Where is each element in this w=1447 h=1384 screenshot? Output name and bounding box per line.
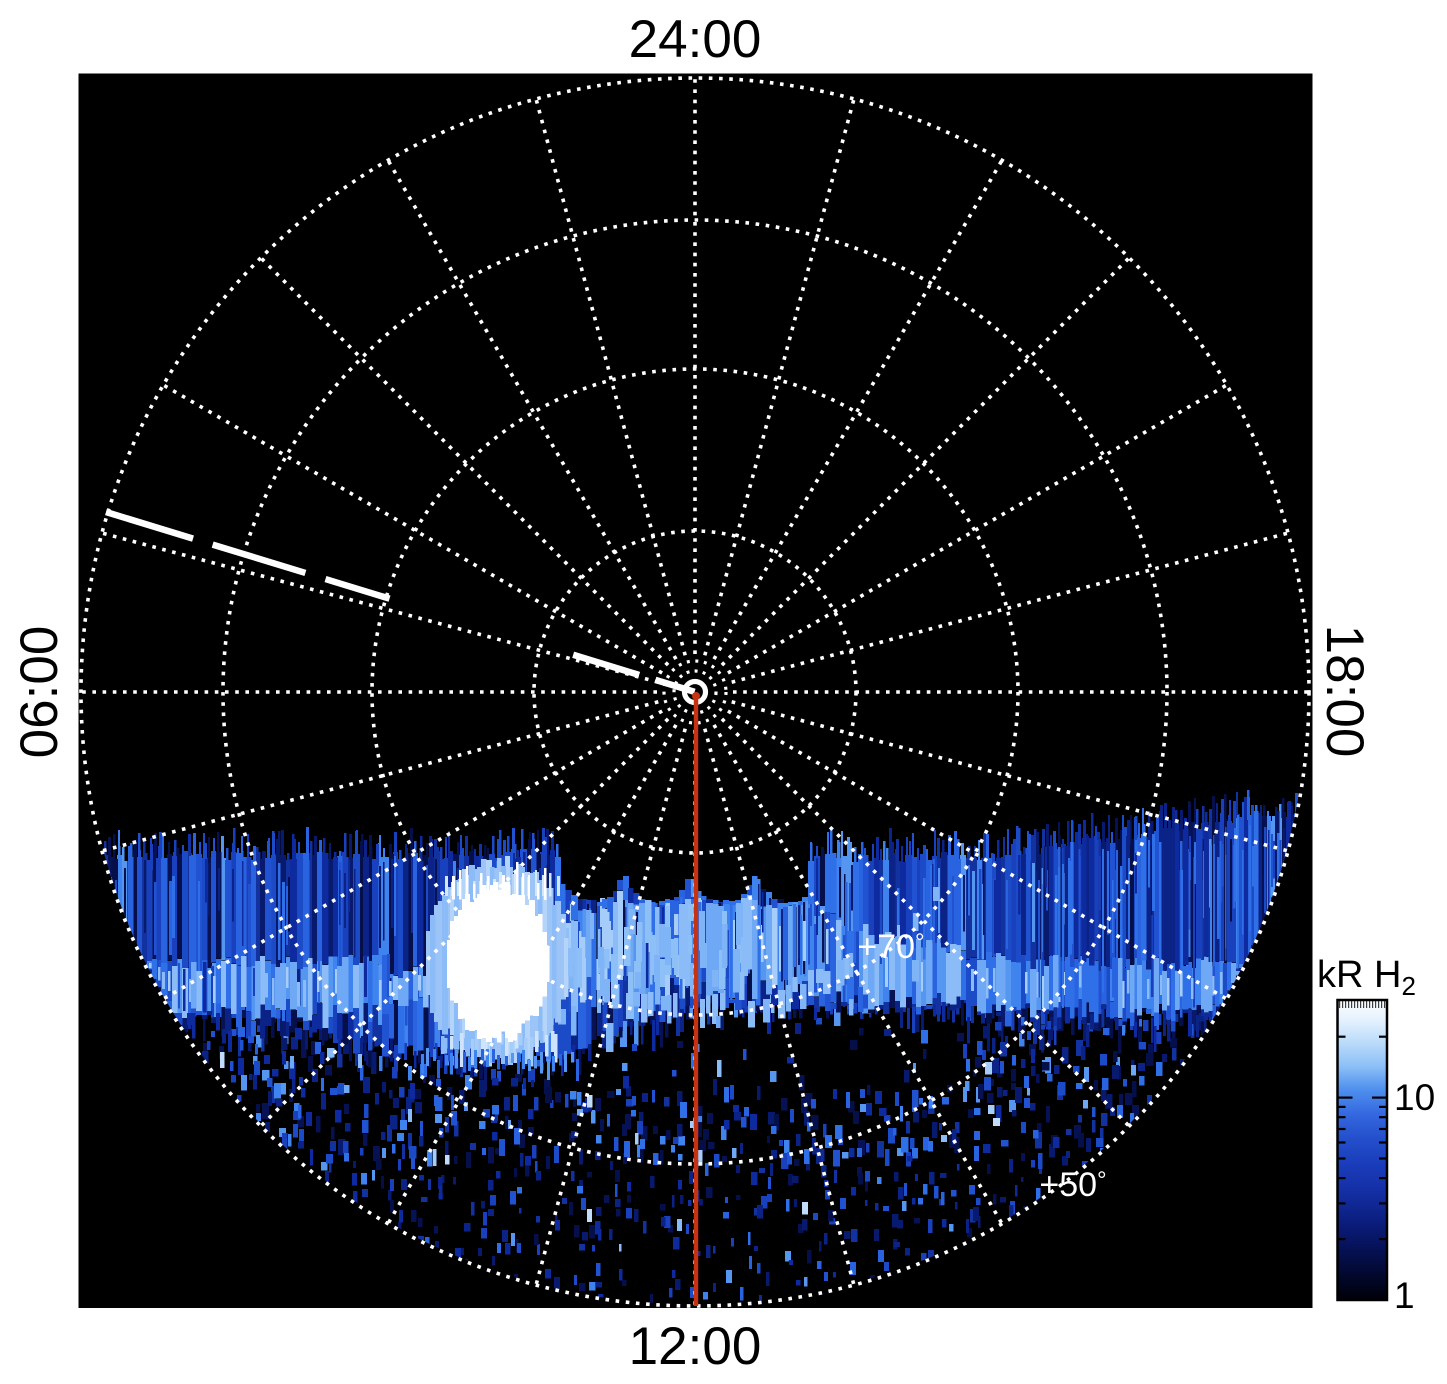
svg-text:06:00: 06:00: [10, 626, 69, 759]
svg-text:+70°: +70°: [857, 928, 924, 966]
svg-text:18:00: 18:00: [1315, 625, 1374, 758]
svg-text:kR H2: kR H2: [1317, 954, 1416, 1001]
svg-text:+50°: +50°: [1039, 1166, 1106, 1204]
svg-text:24:00: 24:00: [629, 10, 762, 69]
svg-text:10: 10: [1394, 1077, 1435, 1118]
svg-text:1: 1: [1394, 1275, 1415, 1316]
svg-text:12:00: 12:00: [629, 1317, 762, 1376]
